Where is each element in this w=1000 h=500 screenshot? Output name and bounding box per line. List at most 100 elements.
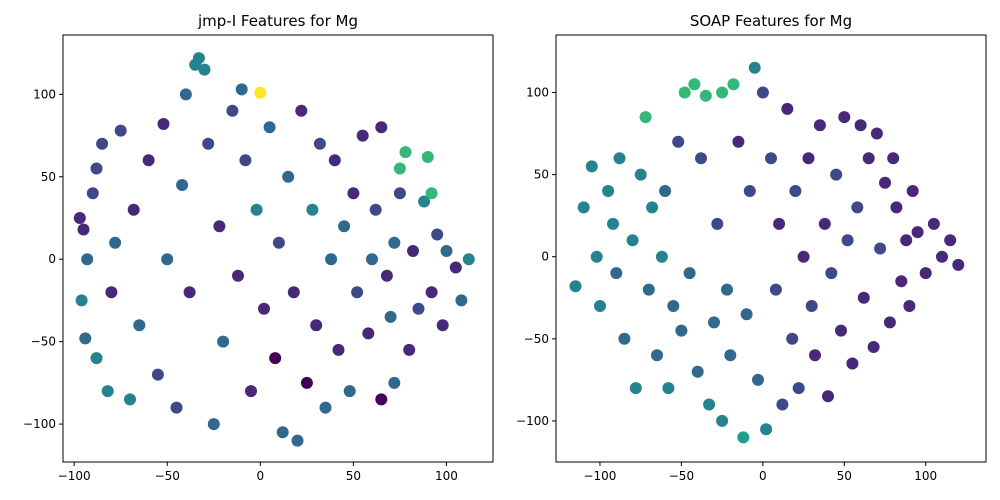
data-point xyxy=(626,234,639,247)
data-point xyxy=(96,137,109,150)
data-point xyxy=(752,373,764,386)
data-point xyxy=(375,393,388,406)
data-point xyxy=(841,234,854,247)
data-point xyxy=(890,201,903,214)
data-point xyxy=(857,291,870,304)
data-point xyxy=(879,176,891,189)
data-point xyxy=(818,217,831,230)
data-point xyxy=(721,283,733,296)
y-tick-label: 50 xyxy=(534,168,549,182)
data-point xyxy=(781,102,794,115)
data-point xyxy=(724,349,737,362)
data-point xyxy=(142,154,155,167)
data-point xyxy=(634,168,647,181)
data-point xyxy=(662,382,675,395)
data-point xyxy=(81,253,94,266)
data-point xyxy=(328,154,341,167)
y-tick-label: 0 xyxy=(541,250,549,264)
data-point xyxy=(743,185,756,197)
data-point xyxy=(655,250,668,263)
x-tick-label: 100 xyxy=(914,469,937,483)
data-point xyxy=(776,398,789,411)
data-point xyxy=(792,382,805,395)
data-point xyxy=(157,118,170,130)
data-point xyxy=(610,267,623,280)
data-point xyxy=(613,152,626,165)
data-point xyxy=(651,349,663,362)
data-point xyxy=(393,162,406,175)
data-point xyxy=(944,234,957,247)
data-point xyxy=(75,294,88,307)
data-point xyxy=(646,201,659,214)
data-point xyxy=(124,393,136,406)
data-point xyxy=(688,78,701,91)
data-point xyxy=(874,242,887,255)
data-point xyxy=(462,253,475,266)
data-point xyxy=(760,423,773,436)
y-tick-label: −100 xyxy=(23,417,56,431)
data-point xyxy=(737,431,750,444)
soap-scatter-panel: SOAP Features for Mg −100 −50 0 50 100 −100 −5… xyxy=(516,12,987,483)
axis-ticks: −100 −50 0 50 100 −100 −50 0 50 100 xyxy=(516,85,937,483)
data-point xyxy=(306,203,319,216)
data-point xyxy=(936,250,948,263)
scatter-points xyxy=(73,52,475,447)
data-point xyxy=(900,234,913,247)
y-tick-label: 0 xyxy=(48,252,56,266)
data-point xyxy=(90,162,103,175)
data-point xyxy=(310,319,323,332)
x-tick-label: 0 xyxy=(759,469,767,483)
data-point xyxy=(254,86,267,99)
data-point xyxy=(347,187,360,200)
plot-frame xyxy=(62,34,494,463)
data-point xyxy=(727,78,740,91)
data-point xyxy=(384,310,397,323)
x-tick-label: −100 xyxy=(58,469,91,483)
data-point xyxy=(711,217,724,230)
data-point xyxy=(425,187,438,200)
data-point xyxy=(366,253,378,266)
y-tick-label: −50 xyxy=(31,335,56,349)
data-point xyxy=(313,137,326,150)
data-point xyxy=(590,250,603,263)
data-point xyxy=(867,341,880,353)
data-point xyxy=(813,119,826,132)
data-point xyxy=(198,63,211,76)
data-point xyxy=(577,201,590,214)
data-point xyxy=(607,217,619,230)
x-tick-label: −50 xyxy=(155,469,180,483)
data-point xyxy=(716,414,729,427)
data-point xyxy=(269,352,282,365)
data-point xyxy=(425,286,438,299)
data-point xyxy=(176,179,189,191)
data-point xyxy=(375,121,388,134)
data-point xyxy=(235,83,248,96)
chart-title: SOAP Features for Mg xyxy=(690,12,852,30)
data-point xyxy=(179,88,192,101)
data-point xyxy=(952,258,965,271)
data-point xyxy=(351,286,364,299)
scatter-points xyxy=(569,61,965,444)
data-point xyxy=(291,434,304,447)
data-point xyxy=(789,185,802,197)
data-point xyxy=(805,300,818,312)
data-point xyxy=(282,170,295,183)
data-point xyxy=(639,111,652,124)
data-point xyxy=(276,426,289,439)
y-tick-label: −100 xyxy=(516,414,549,428)
y-tick-label: −50 xyxy=(524,332,549,346)
data-point xyxy=(295,104,308,117)
data-point xyxy=(642,283,655,296)
data-point xyxy=(213,220,226,233)
data-point xyxy=(786,332,799,345)
data-point xyxy=(773,217,786,230)
data-point xyxy=(388,376,401,389)
data-point xyxy=(207,418,220,431)
x-tick-label: −50 xyxy=(669,469,694,483)
data-point xyxy=(239,154,252,167)
data-point xyxy=(854,119,867,132)
data-point xyxy=(667,300,680,312)
data-point xyxy=(393,187,406,200)
data-point xyxy=(740,308,753,321)
